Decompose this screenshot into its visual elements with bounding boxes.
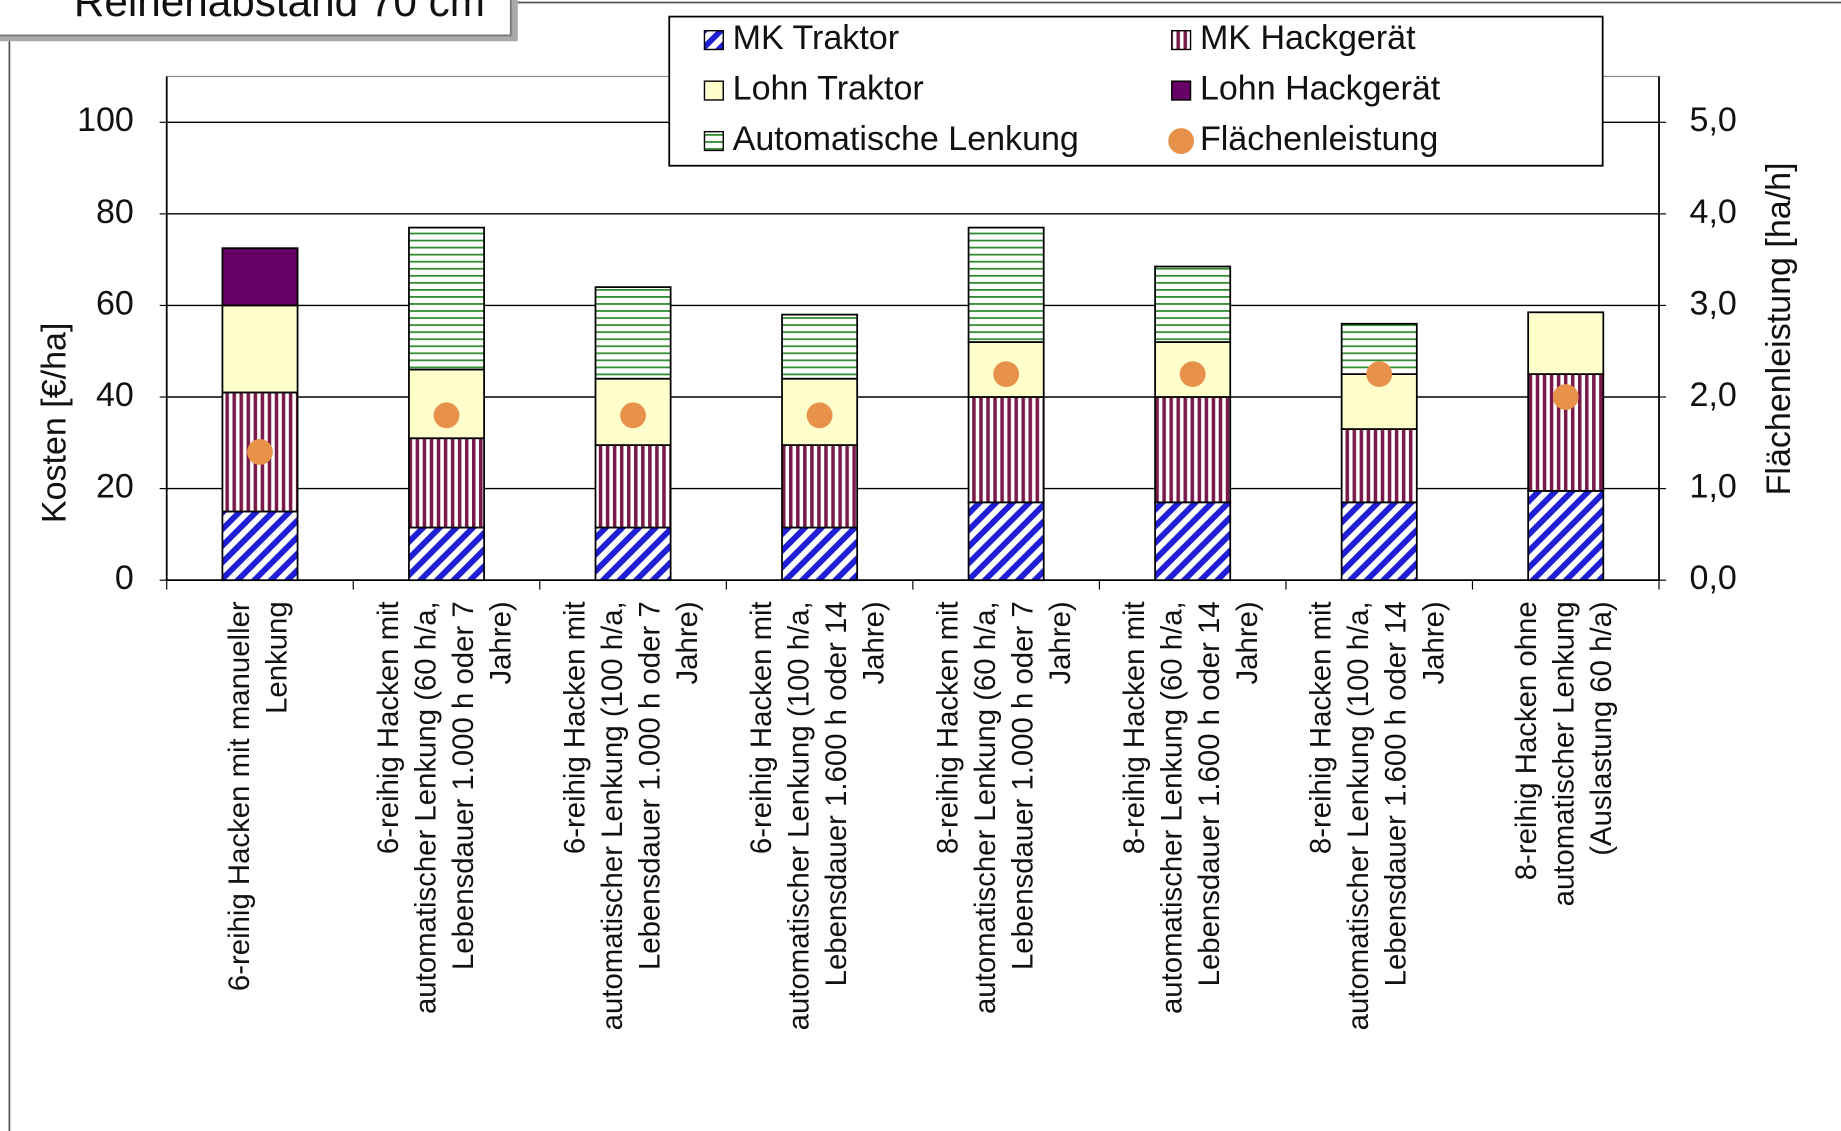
flaechenleistung-point xyxy=(1179,361,1206,388)
title-box xyxy=(0,0,512,37)
x-tick-label: 6-reihig Hacken mit xyxy=(745,601,778,854)
legend-swatch xyxy=(703,130,724,152)
legend-label: Lohn Hackgerät xyxy=(1200,70,1441,108)
flaechenleistung-point xyxy=(806,402,833,429)
x-tick-label: Lebensdauer 1.000 h oder 7 xyxy=(634,601,667,970)
x-tick-label: Lenkung xyxy=(261,601,294,714)
legend-swatch xyxy=(1168,128,1195,154)
chart-title: Reihenabstand 70 cm xyxy=(74,0,485,25)
bar-segment xyxy=(594,526,672,582)
y2-tick-label: 2,0 xyxy=(1690,376,1737,414)
legend-label: MK Hackgerät xyxy=(1200,19,1416,57)
bar-segment xyxy=(594,444,672,529)
bar-segment xyxy=(1340,428,1418,504)
x-tick-label: 8-reihig Hacken mit xyxy=(1305,601,1338,854)
y-tick-label: 0 xyxy=(115,559,134,597)
x-tick-label: 6-reihig Hacken mit manueller xyxy=(223,601,256,991)
y-axis-title: Kosten [€/ha] xyxy=(35,323,73,524)
bar-segment xyxy=(221,510,299,582)
x-tick-label: 6-reihig Hacken mit xyxy=(558,601,591,854)
x-tick-label: automatischer Lenkung (100 h/a, xyxy=(596,601,629,1030)
x-tick-label: Jahre) xyxy=(1231,601,1264,684)
bar-segment xyxy=(408,526,485,582)
legend-swatch xyxy=(703,80,724,101)
bar-segment xyxy=(1527,311,1605,376)
bar-segment xyxy=(967,226,1045,343)
x-tick-label: Jahre) xyxy=(1417,601,1450,684)
bar-segment xyxy=(221,304,299,394)
flaechenleistung-point xyxy=(247,439,273,465)
y-tick-label: 80 xyxy=(96,193,134,231)
legend-label: Lohn Traktor xyxy=(733,70,924,108)
flaechenleistung-point xyxy=(1366,361,1393,388)
y-tick-label: 100 xyxy=(77,101,134,139)
y2-tick-label: 1,0 xyxy=(1690,468,1737,506)
legend-label: Automatische Lenkung xyxy=(733,120,1079,158)
legend-label: Flächenleistung xyxy=(1200,120,1438,158)
y-tick-label: 40 xyxy=(96,376,134,414)
y-tick-label: 20 xyxy=(96,468,134,506)
frame xyxy=(8,1,1841,1131)
x-tick-label: (Auslastung 60 h/a) xyxy=(1585,601,1618,855)
bar-segment xyxy=(408,226,485,371)
bar-segment xyxy=(408,437,485,529)
x-tick-label: Jahre) xyxy=(485,601,518,684)
x-tick-label: Jahre) xyxy=(1044,601,1077,684)
x-tick-label: 8-reihig Hacken ohne xyxy=(1510,601,1543,880)
y2-tick-label: 5,0 xyxy=(1690,101,1737,139)
x-tick-label: 6-reihig Hacken mit xyxy=(372,601,405,854)
legend-label: MK Traktor xyxy=(733,19,899,57)
y-tick-label: 60 xyxy=(96,284,134,322)
y2-tick-label: 0,0 xyxy=(1690,559,1737,597)
bar-segment xyxy=(1154,501,1232,582)
x-tick-label: automatischer Lenkung (60 h/a, xyxy=(409,601,442,1014)
y2-axis-title: Flächenleistung [ha/h] xyxy=(1760,162,1798,495)
x-tick-label: Lebensdauer 1.000 h oder 7 xyxy=(447,601,480,970)
bar-segment xyxy=(781,313,859,380)
legend-swatch xyxy=(703,29,724,51)
y2-tick-label: 4,0 xyxy=(1690,193,1737,231)
flaechenleistung-point xyxy=(993,361,1020,388)
legend-swatch xyxy=(1171,80,1192,101)
bar-segment xyxy=(221,247,299,307)
flaechenleistung-point xyxy=(1552,384,1579,410)
legend-swatch xyxy=(1171,29,1192,51)
legend xyxy=(668,15,1604,167)
flaechenleistung-point xyxy=(620,402,646,429)
x-tick-label: Lebensdauer 1.000 h oder 7 xyxy=(1007,601,1040,970)
x-tick-label: automatischer Lenkung (60 h/a, xyxy=(969,601,1002,1014)
bar-segment xyxy=(781,526,859,582)
x-tick-label: Lebensdauer 1.600 h oder 14 xyxy=(1380,601,1413,986)
bar-segment xyxy=(594,286,672,380)
x-tick-label: automatischer Lenkung xyxy=(1547,601,1580,906)
x-tick-label: Lebensdauer 1.600 h oder 14 xyxy=(820,601,853,986)
bar-segment xyxy=(1340,501,1418,582)
bar-segment xyxy=(967,396,1045,504)
bar-segment xyxy=(781,444,859,529)
bar-segment xyxy=(1154,265,1232,343)
x-tick-label: automatischer Lenkung (60 h/a, xyxy=(1156,601,1189,1014)
x-tick-label: Jahre) xyxy=(671,601,704,684)
y2-tick-label: 3,0 xyxy=(1690,284,1737,322)
x-tick-label: Lebensdauer 1.600 h oder 14 xyxy=(1193,601,1226,986)
bar-segment xyxy=(1154,396,1232,504)
x-tick-label: Jahre) xyxy=(858,601,891,684)
flaechenleistung-point xyxy=(433,402,460,429)
x-tick-label: 8-reihig Hacken mit xyxy=(1118,601,1151,854)
x-tick-label: 8-reihig Hacken mit xyxy=(932,601,965,854)
x-tick-label: automatischer Lenkung (100 h/a, xyxy=(1342,601,1375,1030)
bar-segment xyxy=(967,501,1045,582)
bar-segment xyxy=(1527,490,1605,582)
x-tick-label: automatischer Lenkung (100 h/a, xyxy=(783,601,816,1030)
